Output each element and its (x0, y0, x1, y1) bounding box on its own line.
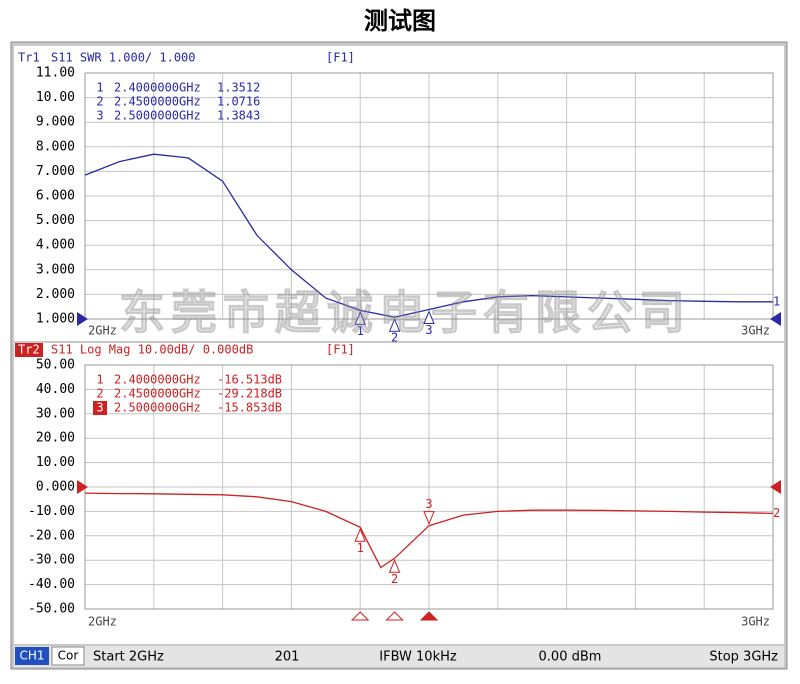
y-tick-label: 6.000 (36, 189, 75, 204)
y-tick-label: 5.000 (36, 213, 75, 228)
y-tick-label: -20.00 (28, 528, 75, 543)
x-tick-label: 3GHz (741, 615, 770, 629)
marker-list-value: 1.3512 (217, 81, 260, 95)
trace-end-label: 2 (773, 506, 780, 520)
y-tick-label: 10.00 (36, 455, 75, 470)
marker-list-label: 1 (96, 81, 103, 95)
marker-list-label: 3 (96, 109, 103, 123)
ref-arrow-left (77, 480, 88, 494)
ref-arrow-right (770, 480, 781, 494)
y-tick-label: 2.000 (36, 287, 75, 302)
page-title: 测试图 (364, 7, 436, 35)
channel-key: [F1] (326, 51, 355, 65)
y-tick-label: 20.00 (36, 431, 75, 446)
status-bar (14, 646, 784, 667)
marker-number: 1 (357, 541, 364, 555)
marker-number: 2 (391, 572, 398, 586)
marker-list-label: 1 (96, 373, 103, 387)
marker-list-value: -29.218dB (217, 387, 282, 401)
panel-top (14, 46, 784, 341)
marker-list-x: 2.5000000GHz (114, 401, 201, 415)
stimulus-marker (350, 611, 370, 621)
y-tick-label: 3.000 (36, 262, 75, 277)
trace-header: S11 SWR 1.000/ 1.000 (51, 51, 196, 65)
y-tick-label: -50.00 (28, 602, 75, 617)
marker-list-x: 2.4500000GHz (114, 95, 201, 109)
marker-list-value: -15.853dB (217, 401, 282, 415)
marker-list-value: -16.513dB (217, 373, 282, 387)
status-channel: CH1 (19, 649, 44, 663)
marker-list-x: 2.4500000GHz (114, 387, 201, 401)
x-tick-label: 3GHz (741, 324, 770, 338)
trace-end-label: 1 (773, 294, 780, 308)
y-tick-label: 30.00 (36, 406, 75, 421)
status-stop: Stop 3GHz (709, 650, 778, 665)
y-tick-label: 40.00 (36, 382, 75, 397)
y-tick-label: 10.00 (36, 90, 75, 105)
marker-list-value: 1.0716 (217, 95, 260, 109)
y-tick-label: 50.00 (36, 358, 75, 373)
status-correction: Cor (58, 649, 79, 663)
y-tick-label: 0.000 (36, 480, 75, 495)
marker-number: 2 (391, 331, 398, 345)
marker-list-x: 2.4000000GHz (114, 81, 201, 95)
ref-arrow-right (770, 312, 781, 326)
status-start: Start 2GHz (93, 650, 164, 665)
marker-number: 1 (357, 324, 364, 338)
active-marker-badge (93, 401, 107, 415)
x-tick-label: 2GHz (88, 324, 117, 338)
status-power: 0.00 dBm (539, 650, 602, 665)
trace-name: Tr2 (18, 343, 40, 357)
marker (388, 317, 401, 332)
marker (423, 310, 435, 325)
marker-list-label: 2 (96, 387, 103, 401)
marker-list-x: 2.5000000GHz (114, 109, 201, 123)
x-tick-label: 2GHz (88, 615, 117, 629)
marker-list-value: 1.3843 (217, 109, 260, 123)
y-tick-label: -10.00 (28, 504, 75, 519)
y-tick-label: 9.000 (36, 115, 75, 130)
channel-key: [F1] (326, 343, 355, 357)
y-tick-label: 11.00 (36, 66, 75, 81)
y-tick-label: 4.000 (36, 238, 75, 253)
trace-line (84, 492, 774, 569)
marker-list-label: 3 (96, 401, 103, 415)
cor-box (51, 646, 85, 666)
trace-line (84, 153, 773, 318)
y-tick-label: -30.00 (28, 553, 75, 568)
marker (354, 311, 366, 325)
trace-badge (15, 343, 43, 357)
stimulus-marker (419, 611, 439, 621)
marker-number: 3 (425, 497, 432, 511)
status-points: 201 (275, 650, 300, 665)
marker-list-x: 2.4000000GHz (114, 373, 201, 387)
status-ifbw: IFBW 10kHz (379, 650, 457, 665)
channel-box (15, 647, 49, 665)
marker (423, 511, 435, 525)
y-tick-label: -40.00 (28, 577, 75, 592)
stimulus-marker (385, 611, 404, 621)
trace-name: Tr1 (18, 51, 40, 65)
watermark: 东莞市超诚电子有限公司 (119, 286, 691, 340)
marker (388, 558, 401, 573)
y-tick-label: 8.000 (36, 139, 75, 154)
ref-arrow-left (77, 312, 88, 326)
marker-list-label: 2 (96, 95, 103, 109)
marker-number: 3 (425, 323, 432, 337)
y-tick-label: 7.000 (36, 164, 75, 179)
marker (354, 527, 366, 542)
y-tick-label: 1.000 (36, 312, 75, 327)
trace-header: S11 Log Mag 10.00dB/ 0.000dB (51, 343, 253, 357)
